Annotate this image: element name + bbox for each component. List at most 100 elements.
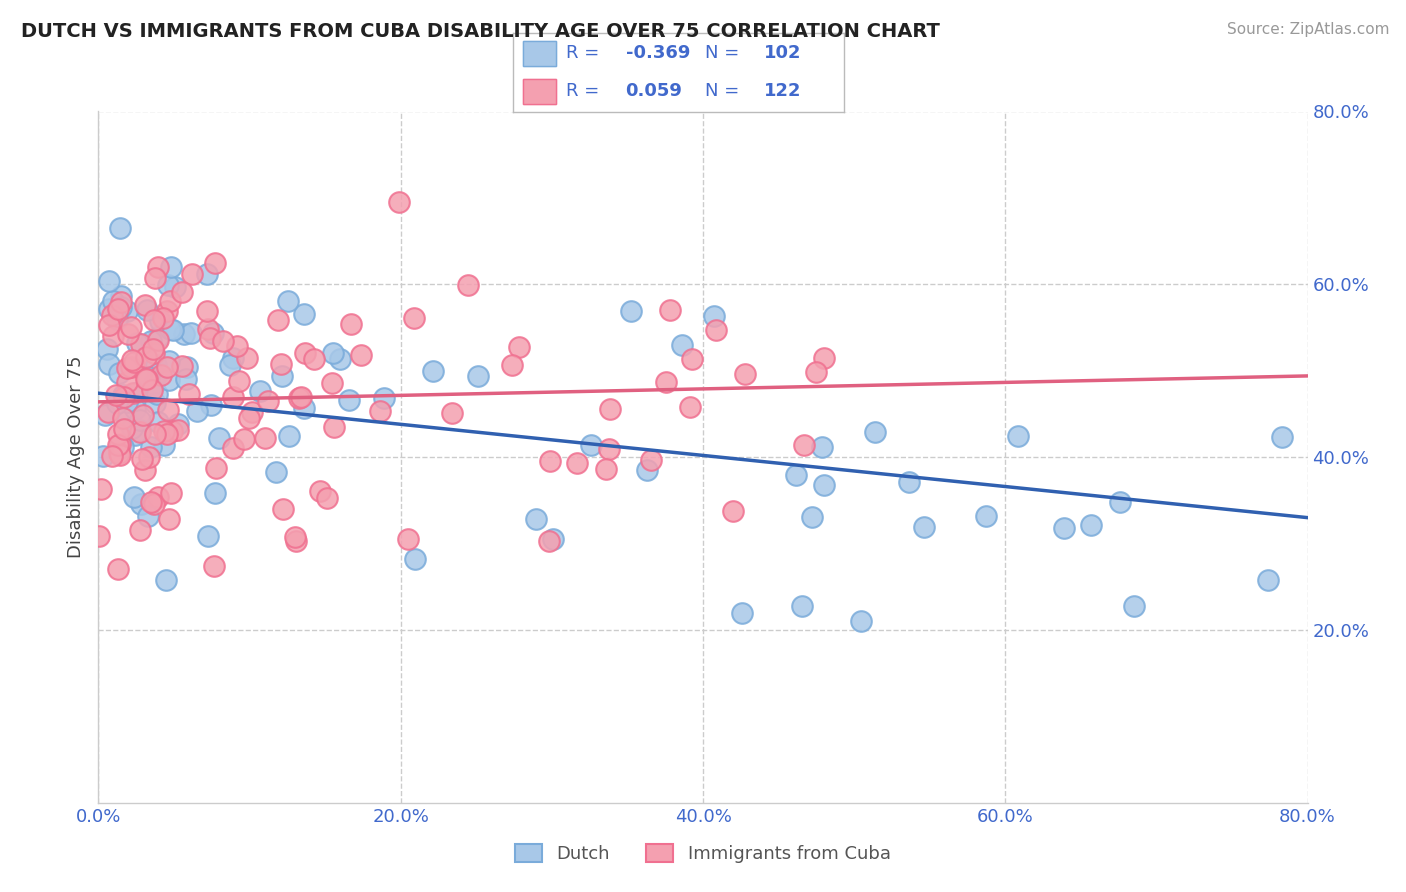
Point xyxy=(155,574,177,588)
Point xyxy=(457,278,479,293)
Point xyxy=(141,441,163,455)
Text: -0.369: -0.369 xyxy=(626,45,690,62)
Point xyxy=(149,314,172,328)
Point xyxy=(112,390,135,404)
Point xyxy=(1007,429,1029,443)
Point xyxy=(107,562,129,576)
Point xyxy=(790,599,813,613)
Point xyxy=(157,373,180,387)
Point xyxy=(167,417,190,431)
Point xyxy=(135,302,157,317)
Point xyxy=(134,298,156,312)
Point xyxy=(128,523,150,537)
Text: DUTCH VS IMMIGRANTS FROM CUBA DISABILITY AGE OVER 75 CORRELATION CHART: DUTCH VS IMMIGRANTS FROM CUBA DISABILITY… xyxy=(21,22,941,41)
Point xyxy=(141,383,163,397)
Point xyxy=(721,503,744,517)
Point xyxy=(636,462,658,476)
Point xyxy=(100,450,122,464)
Point xyxy=(152,310,174,325)
Point xyxy=(160,424,183,438)
Point xyxy=(350,348,373,362)
Point xyxy=(124,428,146,442)
Point xyxy=(120,320,142,334)
Point xyxy=(1080,518,1102,533)
Point xyxy=(292,401,315,415)
Point xyxy=(145,359,167,373)
Point xyxy=(129,497,152,511)
Point xyxy=(810,440,832,454)
Point xyxy=(598,442,620,456)
Point xyxy=(173,326,195,341)
Point xyxy=(195,268,218,282)
Point xyxy=(136,369,159,384)
Point xyxy=(176,360,198,375)
Point xyxy=(581,437,603,451)
Point xyxy=(208,432,231,446)
Point xyxy=(115,414,138,428)
Point xyxy=(266,466,288,480)
Point xyxy=(143,497,166,511)
Text: 0.059: 0.059 xyxy=(626,82,682,100)
Point xyxy=(135,372,157,386)
Point xyxy=(156,426,179,441)
Point xyxy=(912,520,935,534)
Text: R =: R = xyxy=(567,45,605,62)
Point xyxy=(599,402,621,417)
Point xyxy=(658,303,681,318)
Point xyxy=(567,456,589,470)
Point xyxy=(146,366,169,380)
Point xyxy=(813,478,835,492)
Point xyxy=(111,411,134,425)
Point xyxy=(135,350,157,364)
Point xyxy=(321,376,343,391)
Point xyxy=(232,433,254,447)
Point xyxy=(204,486,226,500)
Point xyxy=(108,445,131,459)
Bar xyxy=(523,41,557,66)
Point xyxy=(98,274,121,288)
Point xyxy=(292,308,315,322)
Point xyxy=(117,360,139,375)
Point xyxy=(200,398,222,412)
Point xyxy=(167,423,190,437)
Point xyxy=(97,318,120,332)
Point xyxy=(1271,430,1294,444)
Point xyxy=(340,317,363,331)
Point xyxy=(146,415,169,429)
Point xyxy=(1123,599,1146,614)
Point xyxy=(238,410,260,425)
Point xyxy=(240,405,263,419)
Point xyxy=(150,368,173,383)
Point xyxy=(111,388,134,402)
Point xyxy=(131,452,153,467)
Point xyxy=(219,358,242,372)
Point xyxy=(1109,495,1132,509)
Point xyxy=(159,322,181,336)
Point xyxy=(129,423,152,437)
Point xyxy=(222,351,245,365)
Point xyxy=(212,334,235,348)
Bar xyxy=(523,41,557,66)
Point xyxy=(157,511,180,525)
Point xyxy=(108,437,131,451)
Point xyxy=(368,404,391,418)
Point xyxy=(271,501,294,516)
Point xyxy=(290,390,312,404)
Point xyxy=(323,419,346,434)
Point xyxy=(682,351,704,366)
Point xyxy=(94,408,117,422)
Point xyxy=(98,358,121,372)
Y-axis label: Disability Age Over 75: Disability Age Over 75 xyxy=(66,356,84,558)
Point xyxy=(124,386,146,401)
Point xyxy=(179,387,201,401)
Point xyxy=(254,431,277,445)
Point xyxy=(202,326,225,340)
Point xyxy=(142,312,165,326)
Point xyxy=(404,551,426,566)
Point xyxy=(124,401,146,416)
Point xyxy=(107,427,129,442)
Point xyxy=(117,304,139,318)
Point xyxy=(110,448,132,462)
Point xyxy=(284,534,307,549)
Point xyxy=(153,424,176,438)
